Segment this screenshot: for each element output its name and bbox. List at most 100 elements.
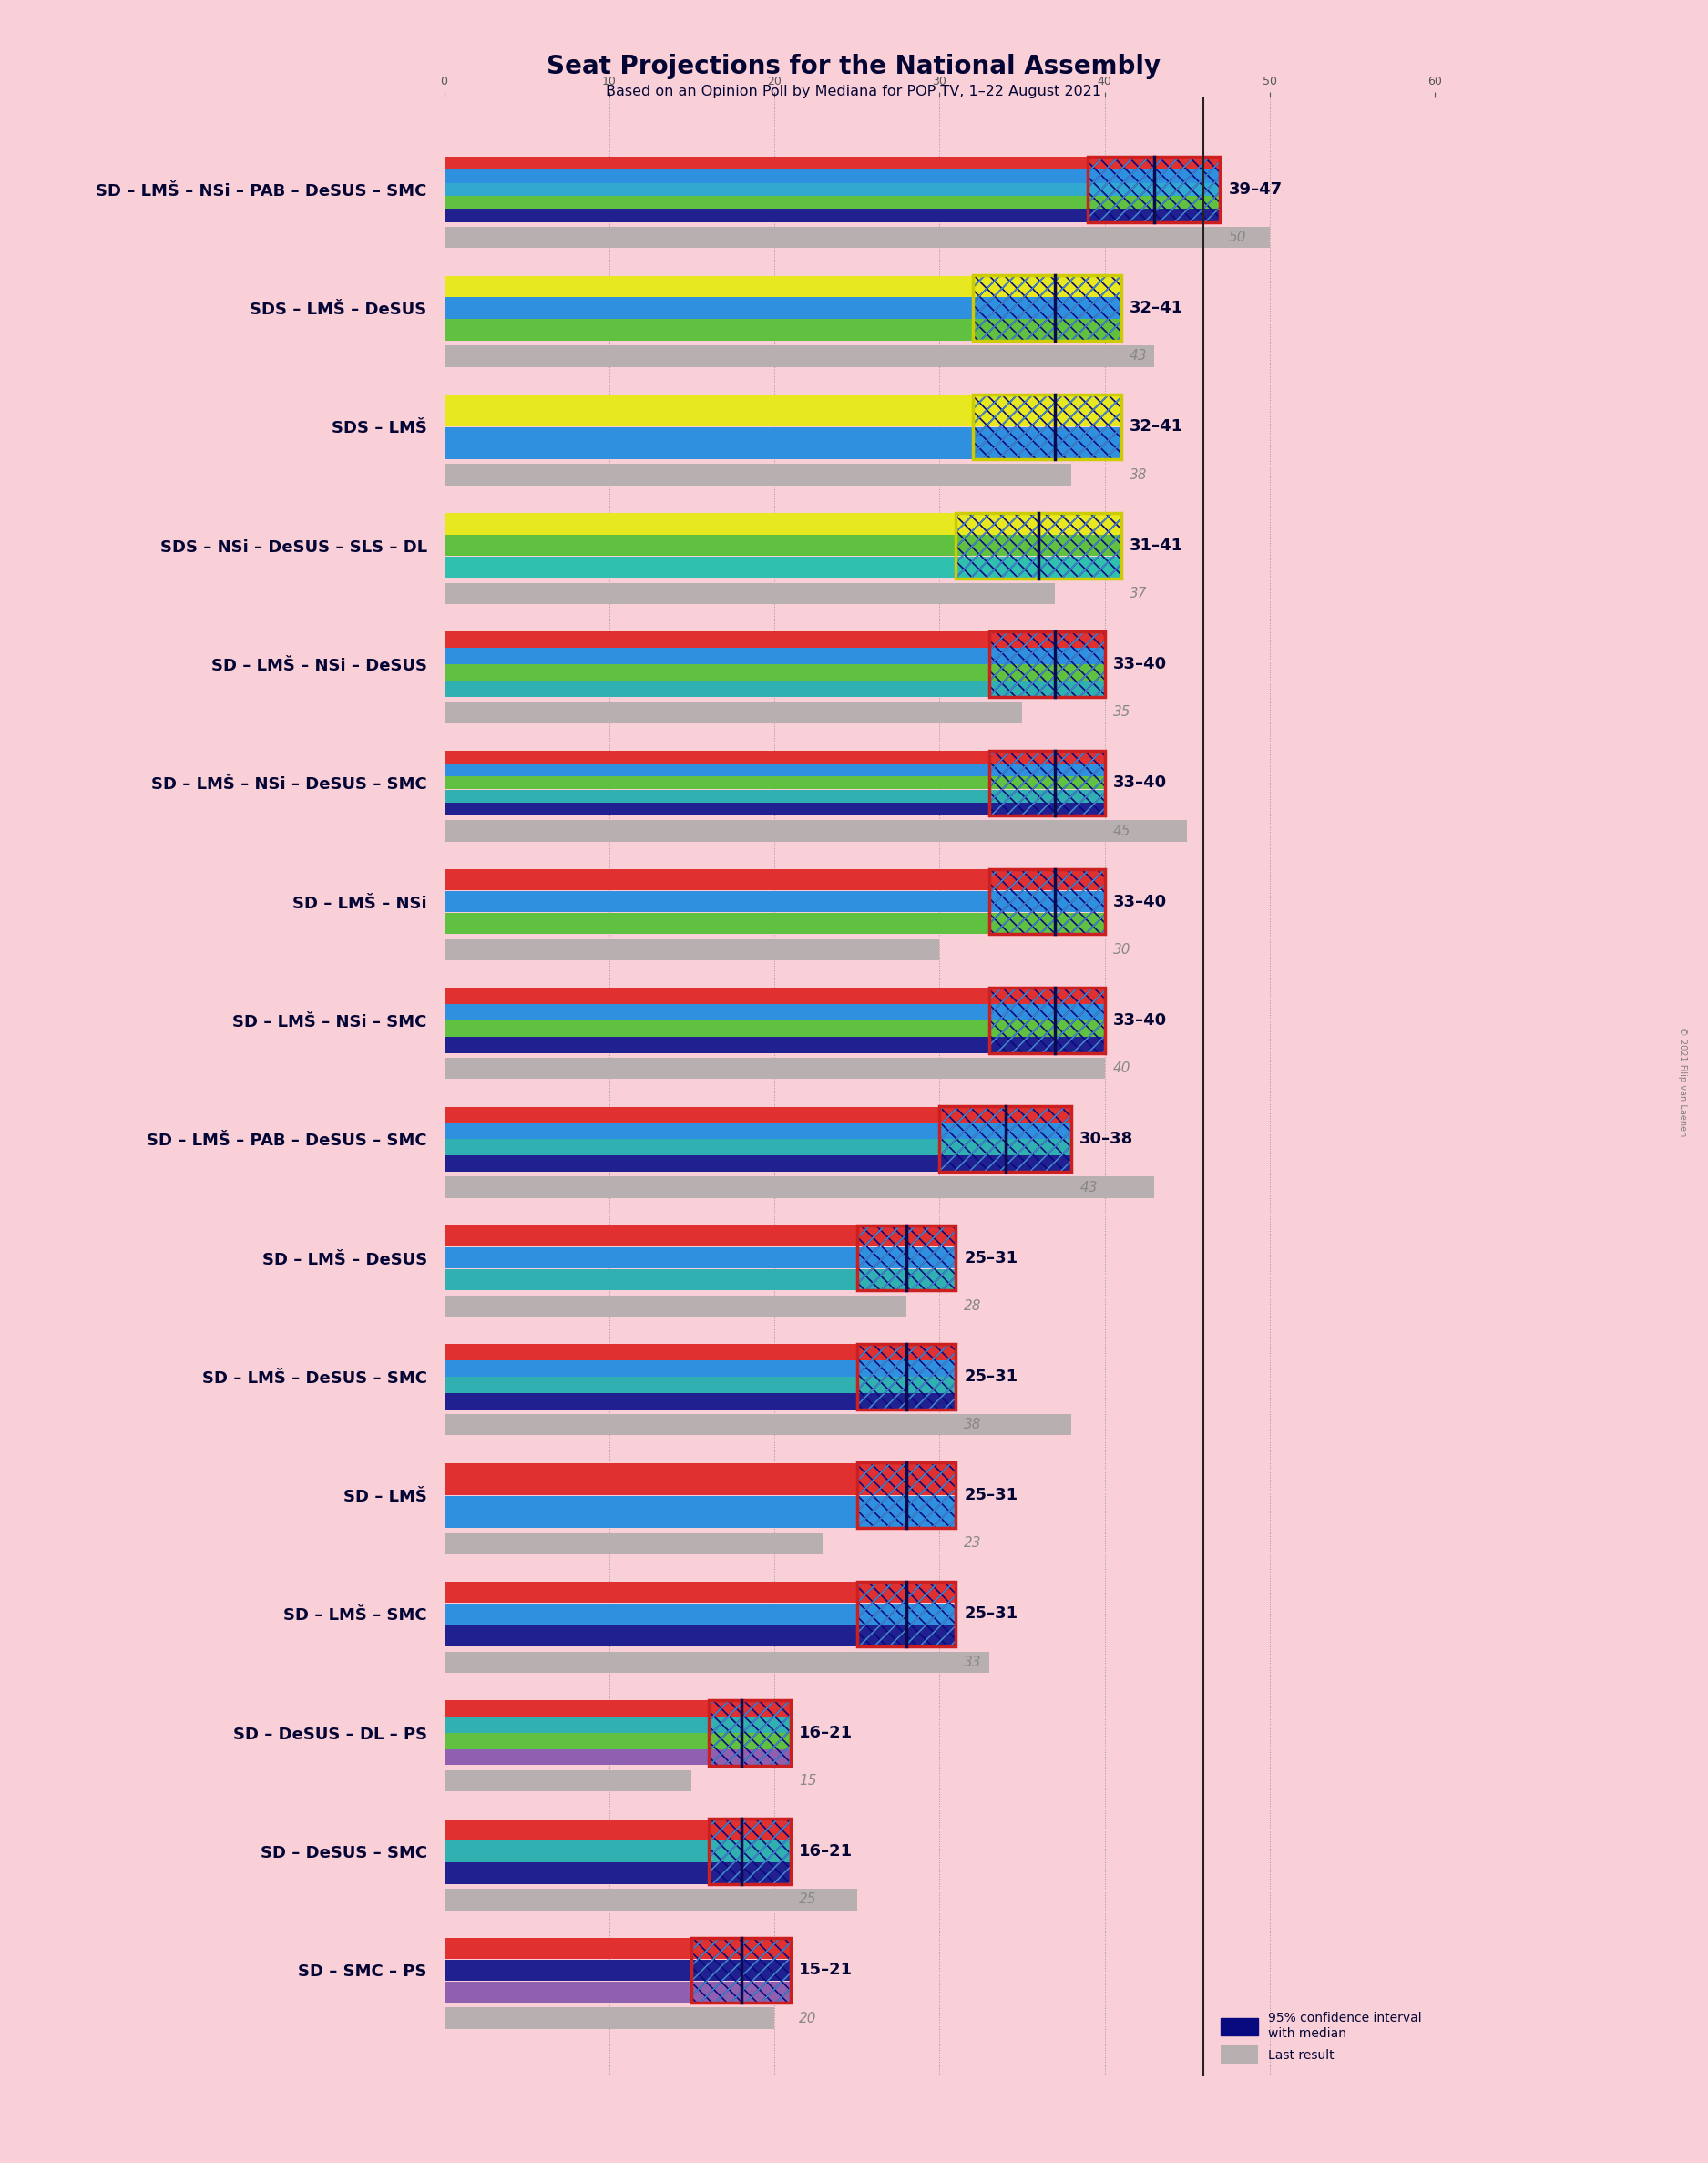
Text: © 2021 Filip van Laenen: © 2021 Filip van Laenen xyxy=(1677,1027,1688,1136)
Bar xyxy=(444,1888,857,1910)
Bar xyxy=(444,1036,1105,1053)
Bar xyxy=(444,1248,956,1268)
Bar xyxy=(444,465,1071,485)
Bar xyxy=(857,1462,956,1527)
Text: 15: 15 xyxy=(799,1774,816,1787)
Bar xyxy=(444,1140,1071,1155)
Text: 43: 43 xyxy=(1129,348,1148,363)
Bar xyxy=(989,632,1105,696)
Bar xyxy=(444,1296,907,1317)
Bar xyxy=(989,870,1105,934)
Bar xyxy=(989,751,1105,815)
Bar xyxy=(444,184,1220,195)
Bar xyxy=(709,1819,791,1884)
Text: 16–21: 16–21 xyxy=(799,1843,852,1860)
Bar xyxy=(939,1107,1071,1172)
Bar xyxy=(989,988,1105,1053)
Text: 35: 35 xyxy=(1114,705,1131,718)
Bar xyxy=(692,1938,791,2003)
Bar xyxy=(444,2007,774,2029)
Bar xyxy=(972,394,1120,459)
Bar xyxy=(989,988,1105,1053)
Bar xyxy=(444,1581,956,1603)
Text: 25–31: 25–31 xyxy=(963,1488,1018,1503)
Bar xyxy=(444,1021,1105,1036)
Bar xyxy=(972,394,1120,459)
Text: 38: 38 xyxy=(1129,467,1148,482)
Bar xyxy=(444,210,1220,223)
Text: 23: 23 xyxy=(963,1536,982,1551)
Bar xyxy=(444,939,939,960)
Text: 25–31: 25–31 xyxy=(963,1250,1018,1265)
Bar xyxy=(444,1004,1105,1021)
Text: 31–41: 31–41 xyxy=(1129,536,1184,554)
Bar xyxy=(444,1862,791,1884)
Bar xyxy=(444,1123,1071,1140)
Text: 50: 50 xyxy=(1228,231,1247,244)
Bar xyxy=(444,988,1105,1004)
Bar xyxy=(709,1700,791,1765)
Bar xyxy=(444,1534,823,1553)
Bar xyxy=(444,664,1105,681)
Text: 15–21: 15–21 xyxy=(799,1962,852,1979)
Text: 39–47: 39–47 xyxy=(1228,182,1283,197)
Text: 37: 37 xyxy=(1129,586,1148,601)
Bar xyxy=(972,394,1120,459)
Bar xyxy=(444,582,1056,603)
Bar xyxy=(972,275,1120,342)
Bar xyxy=(857,1343,956,1410)
Bar xyxy=(956,513,1120,578)
Bar xyxy=(444,513,1120,534)
Bar xyxy=(444,158,1220,169)
Bar xyxy=(444,681,1105,696)
Text: 25: 25 xyxy=(799,1893,816,1906)
Bar xyxy=(444,275,1120,296)
Bar xyxy=(444,789,1105,802)
Text: 25–31: 25–31 xyxy=(963,1369,1018,1384)
Bar xyxy=(444,1415,1071,1436)
Bar xyxy=(444,632,1105,647)
Legend: 95% confidence interval
with median, Last result: 95% confidence interval with median, Las… xyxy=(1214,2005,1428,2070)
Bar xyxy=(444,751,1105,764)
Bar xyxy=(444,764,1105,777)
Bar xyxy=(444,1938,791,1960)
Bar xyxy=(989,632,1105,696)
Bar xyxy=(939,1107,1071,1172)
Bar xyxy=(444,1819,791,1841)
Bar xyxy=(444,1603,956,1624)
Bar xyxy=(444,426,1120,459)
Text: 45: 45 xyxy=(1114,824,1131,837)
Bar xyxy=(709,1819,791,1884)
Text: 28: 28 xyxy=(963,1300,982,1313)
Bar xyxy=(444,1226,956,1246)
Bar xyxy=(444,171,1220,182)
Bar xyxy=(857,1462,956,1527)
Bar xyxy=(857,1462,956,1527)
Bar xyxy=(444,1750,791,1765)
Bar xyxy=(709,1700,791,1765)
Text: 30–38: 30–38 xyxy=(1079,1131,1134,1146)
Bar xyxy=(444,913,1105,934)
Bar xyxy=(956,513,1120,578)
Bar xyxy=(709,1700,791,1765)
Bar xyxy=(444,1058,1105,1079)
Text: 20: 20 xyxy=(799,2012,816,2025)
Bar xyxy=(444,1717,791,1733)
Bar xyxy=(857,1581,956,1646)
Bar xyxy=(857,1224,956,1291)
Bar xyxy=(857,1581,956,1646)
Text: 43: 43 xyxy=(1079,1181,1098,1194)
Bar xyxy=(444,1343,956,1361)
Bar xyxy=(444,394,1120,426)
Bar xyxy=(444,891,1105,913)
Bar xyxy=(1088,156,1220,223)
Bar xyxy=(444,870,1105,891)
Bar xyxy=(1088,156,1220,223)
Bar xyxy=(444,1981,791,2003)
Bar xyxy=(989,988,1105,1053)
Bar xyxy=(989,870,1105,934)
Text: Based on an Opinion Poll by Mediana for POP TV, 1–22 August 2021: Based on an Opinion Poll by Mediana for … xyxy=(606,84,1102,97)
Bar xyxy=(444,1733,791,1750)
Bar xyxy=(444,1378,956,1393)
Bar xyxy=(444,534,1120,556)
